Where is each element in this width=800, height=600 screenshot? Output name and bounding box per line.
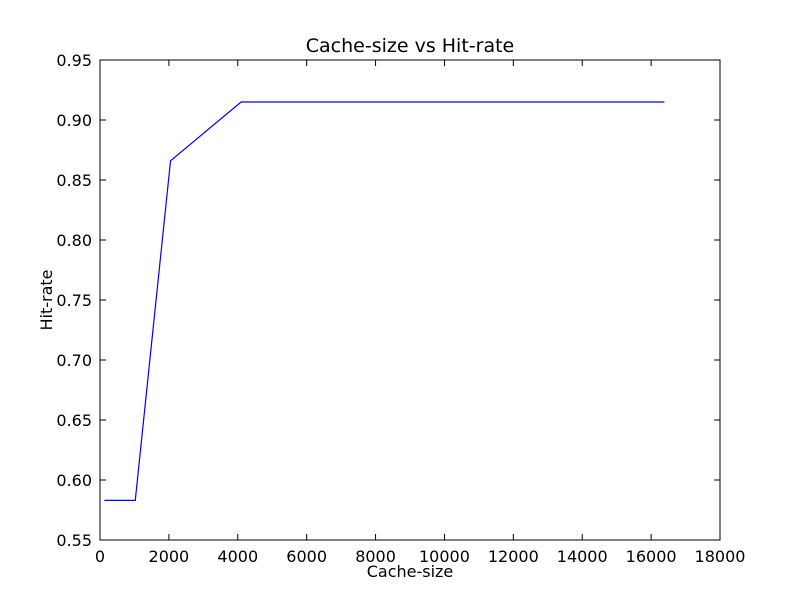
x-tick-label: 16000 (626, 547, 677, 566)
y-axis: 0.55 0.60 0.65 0.70 0.75 0.80 0.85 0.90 0.95 (56, 51, 720, 550)
y-tick-label: 0.70 (56, 351, 92, 370)
x-tick-label: 12000 (488, 547, 539, 566)
y-tick-label: 0.90 (56, 111, 92, 130)
chart-title: Cache-size vs Hit-rate (306, 35, 514, 57)
y-axis-label: Hit-rate (37, 269, 56, 330)
y-tick-label: 0.65 (56, 411, 92, 430)
x-tick-label: 2000 (149, 547, 190, 566)
x-tick-label: 10000 (419, 547, 470, 566)
x-tick-label: 0 (95, 547, 105, 566)
plot-area-frame (99, 59, 721, 541)
x-tick-label: 8000 (355, 547, 396, 566)
x-axis-label: Cache-size (367, 562, 454, 581)
y-tick-label: 0.80 (56, 231, 92, 250)
x-tick-label: 6000 (286, 547, 327, 566)
y-tick-label: 0.55 (56, 531, 92, 550)
series-group (104, 101, 665, 501)
y-tick-label: 0.60 (56, 471, 92, 490)
x-tick-label: 4000 (217, 547, 258, 566)
x-tick-label: 18000 (695, 547, 746, 566)
y-tick-label: 0.95 (56, 51, 92, 70)
y-tick-label: 0.75 (56, 291, 92, 310)
x-tick-label: 14000 (557, 547, 608, 566)
x-axis: 0 2000 4000 6000 8000 10000 12000 14000 16000 180… (95, 60, 746, 566)
y-tick-label: 0.85 (56, 171, 92, 190)
